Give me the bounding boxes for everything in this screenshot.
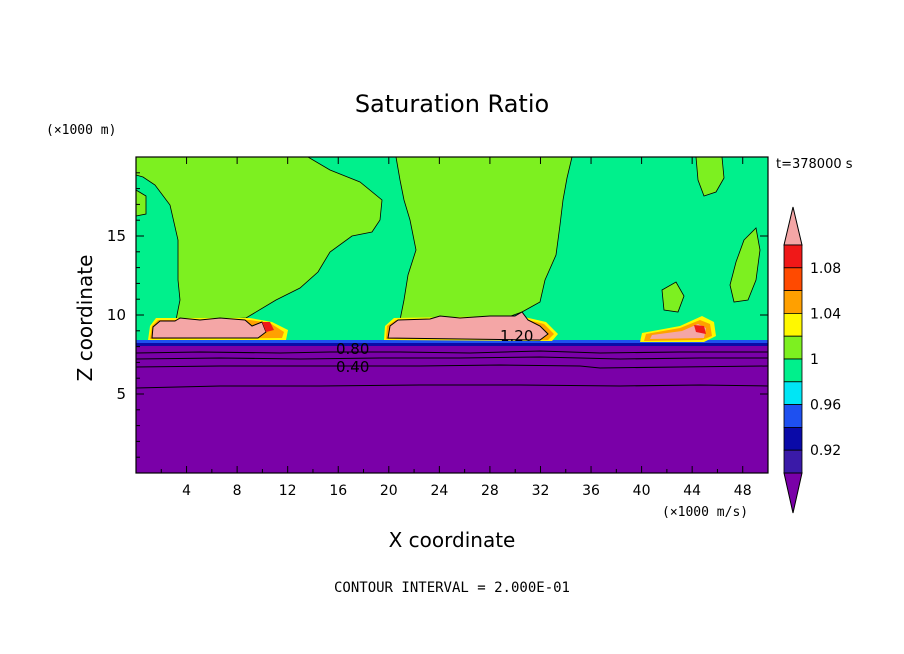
colorbar-label: 1.08 [810, 261, 841, 277]
y-tick-label: 10 [107, 306, 126, 324]
x-tick-label: 20 [380, 483, 398, 499]
colorbar-segment [783, 312, 803, 337]
x-tick-label: 36 [582, 483, 600, 499]
cloud-band-2-pink [387, 311, 549, 341]
contour-line-040 [135, 364, 769, 369]
time-label: t=378000 s [776, 157, 853, 172]
colorbar-labels: 0.92 0.96 1 1.04 1.08 [810, 261, 841, 459]
colorbar-segment [783, 358, 803, 383]
x-tick-label: 48 [734, 483, 752, 499]
contour-interval-label: CONTOUR INTERVAL = 2.000E-01 [334, 580, 570, 596]
upper-region-plume-1 [135, 156, 383, 321]
colorbar-upper-arrow [783, 206, 803, 246]
x-tick-label: 12 [279, 483, 297, 499]
contour-label-3: 0.40 [336, 358, 369, 376]
colorbar-label: 0.96 [810, 398, 841, 414]
cloud-band-3-core [694, 325, 706, 334]
contour-line-080 [135, 350, 768, 354]
transition-band-blue [136, 340, 768, 344]
colorbar-label: 1.04 [810, 306, 841, 322]
contour-line-060 [135, 356, 768, 360]
colorbar-segment [783, 449, 803, 474]
x-tick-label: 32 [532, 483, 550, 499]
y-units-label: (×1000 m) [46, 123, 116, 138]
x-axis-title: X coordinate [389, 528, 516, 552]
colorbar-label: 1 [810, 352, 819, 368]
colorbar-segment [783, 267, 803, 291]
y-axis: 5 10 15 [107, 172, 768, 458]
y-tick-label: 5 [116, 385, 126, 403]
cloud-band-1-core [262, 322, 274, 332]
colorbar-segment [783, 244, 803, 269]
colorbar-segment [783, 404, 803, 428]
colorbar-label: 0.92 [810, 443, 841, 459]
x-tick-label: 24 [430, 483, 448, 499]
contour-label-2: 0.80 [336, 340, 369, 358]
x-units-label: (×1000 m/s) [662, 505, 748, 520]
upper-region-plume-6 [661, 281, 685, 313]
y-axis-title: Z coordinate [73, 255, 97, 382]
colorbar-segment [783, 381, 803, 405]
lower-dry-layer [136, 343, 768, 473]
x-tick-label: 44 [683, 483, 701, 499]
colorbar [783, 206, 803, 514]
x-tick-label: 28 [481, 483, 499, 499]
chart-title: Saturation Ratio [355, 90, 549, 118]
transition-band-navy [136, 343, 768, 346]
contour-label-1: 1.20 [500, 327, 533, 345]
contour-line-020 [135, 384, 769, 389]
x-tick-label: 8 [233, 483, 242, 499]
x-axis: 4 8 12 16 20 24 28 32 36 40 44 48 [160, 157, 752, 499]
upper-region-plume-4 [729, 227, 761, 303]
x-tick-label: 16 [329, 483, 347, 499]
y-tick-label: 15 [107, 227, 126, 245]
colorbar-segment [783, 426, 803, 451]
colorbar-lower-arrow [783, 472, 803, 514]
x-tick-label: 40 [633, 483, 651, 499]
cloud-band-3-pink [650, 324, 706, 339]
x-tick-label: 4 [182, 483, 191, 499]
colorbar-segment [783, 290, 803, 314]
colorbar-segment [783, 335, 803, 360]
plot-area: 1.20 0.80 0.40 [135, 156, 769, 474]
